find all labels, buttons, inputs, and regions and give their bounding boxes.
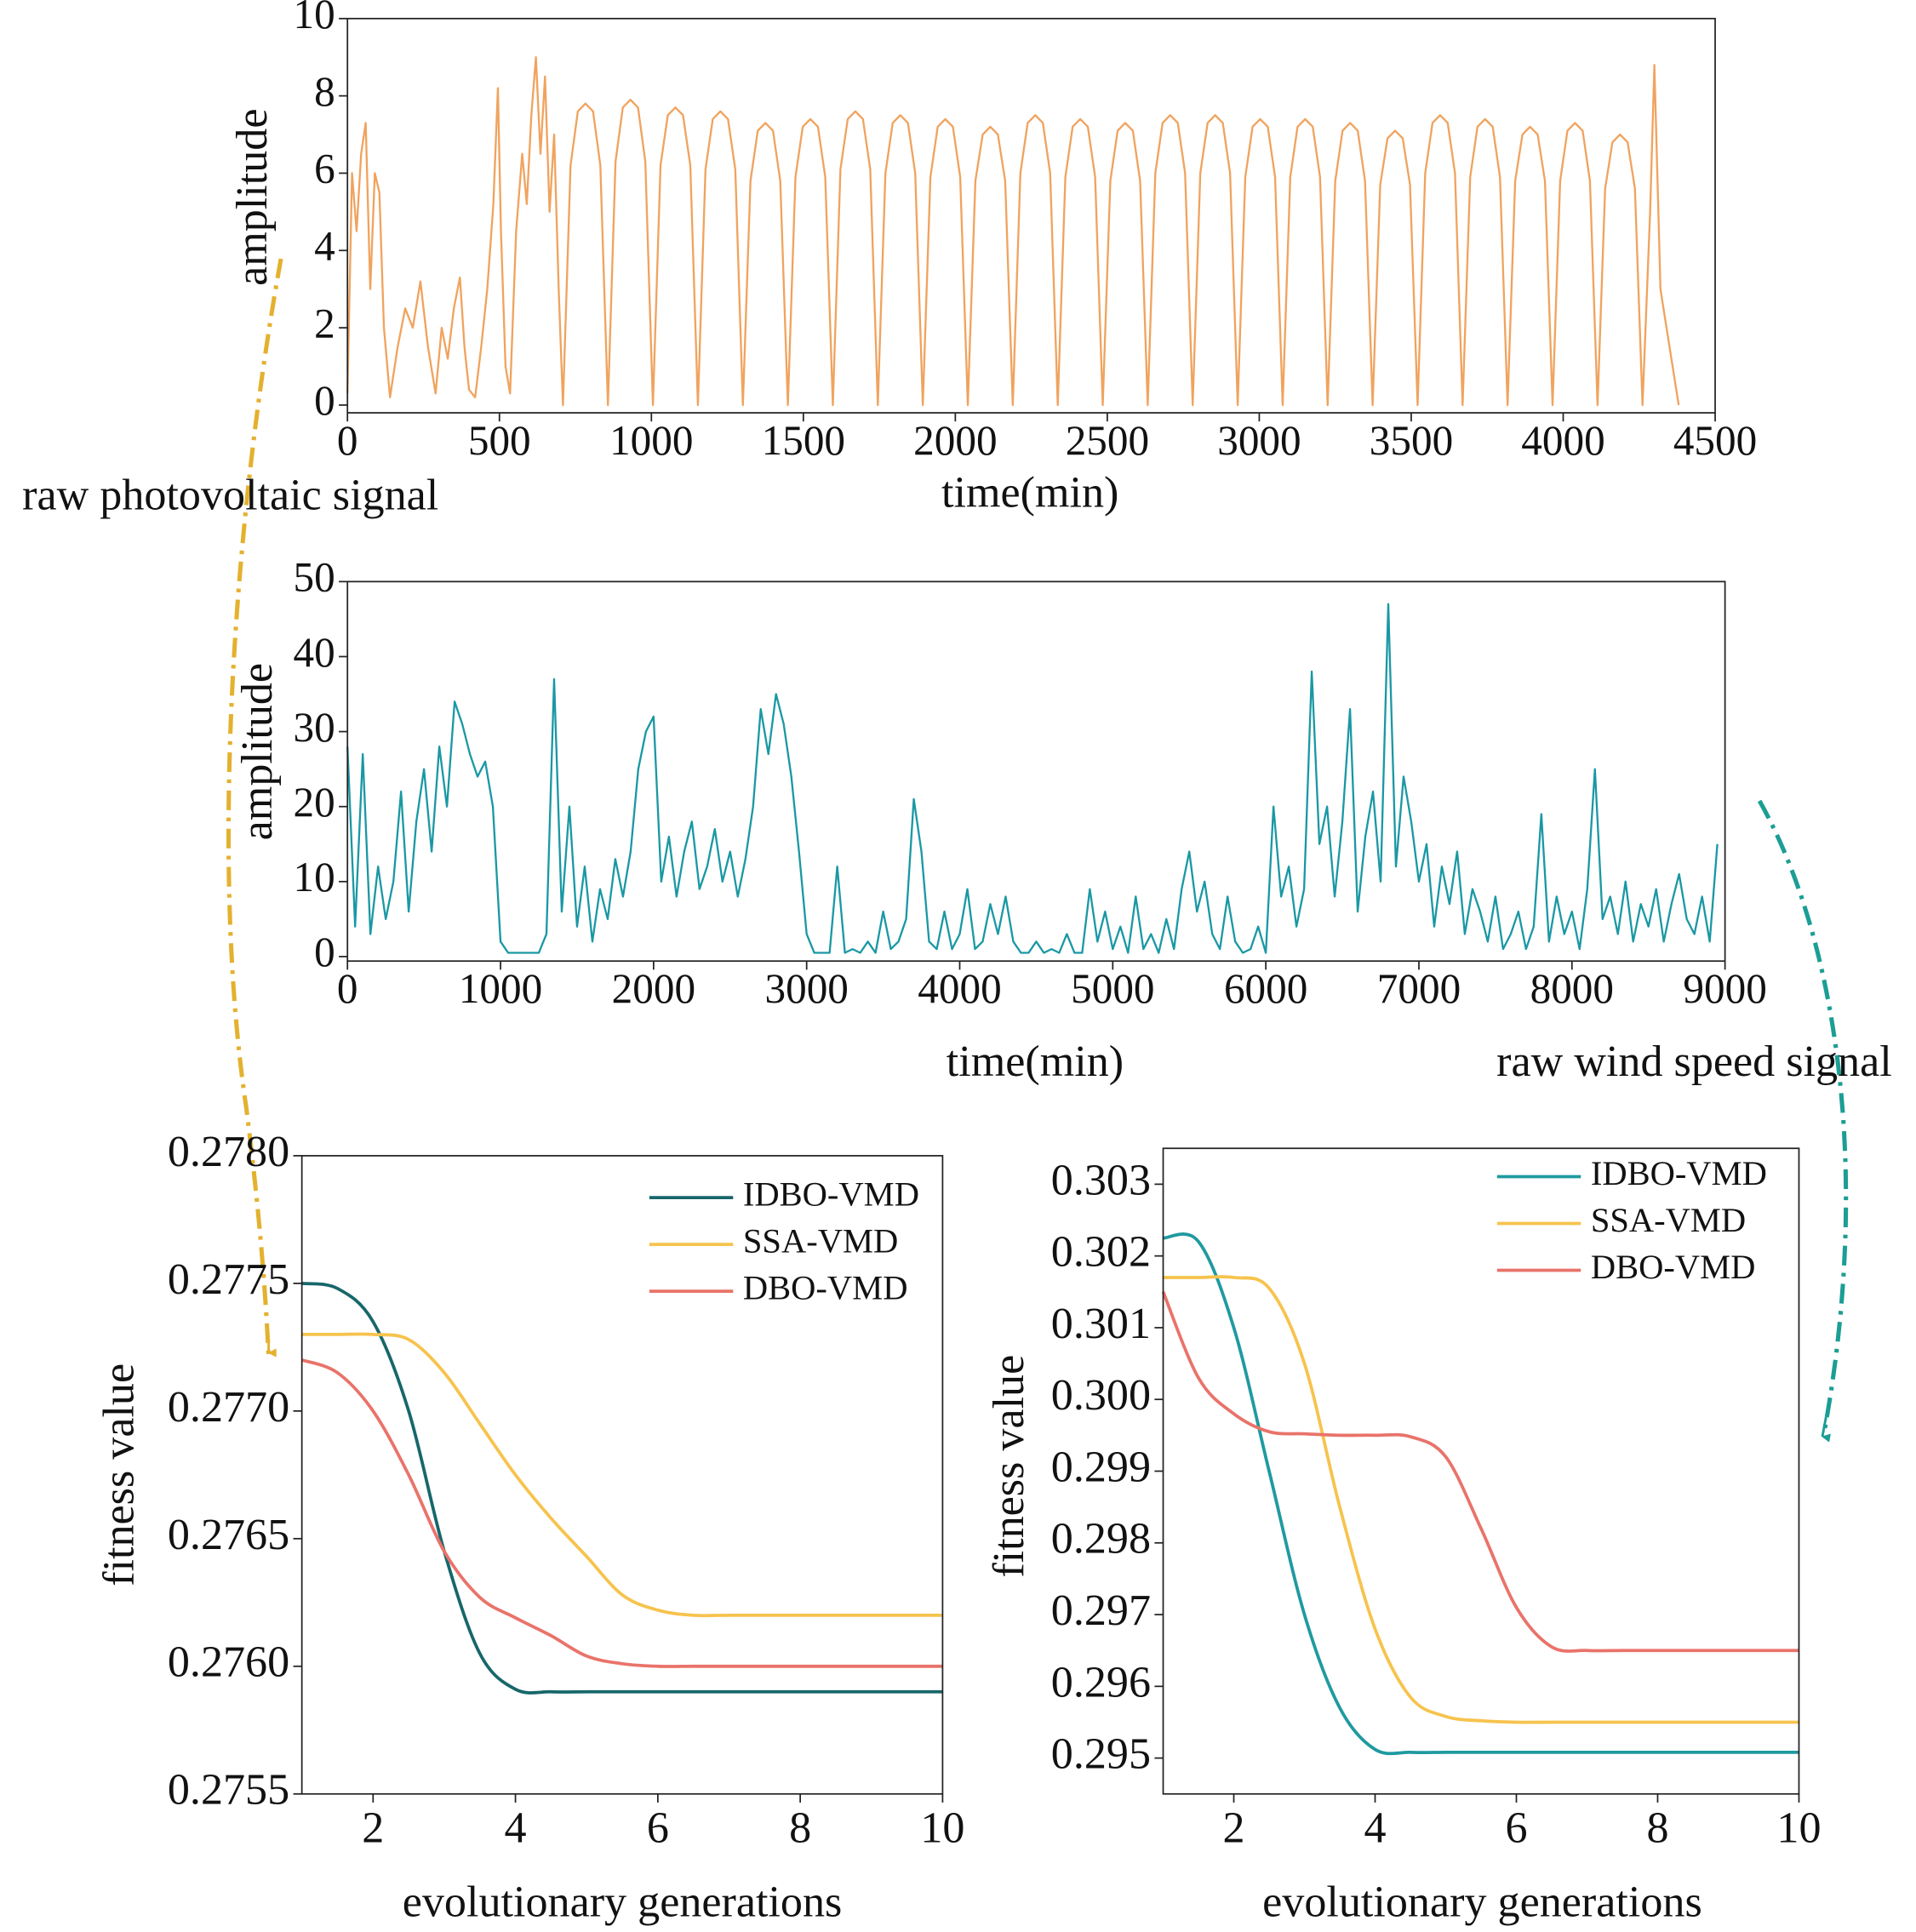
- y-tick-label: 10: [294, 0, 335, 37]
- annotation: raw photovoltaic signal: [22, 471, 438, 519]
- data-line: [301, 1358, 943, 1668]
- flow-arrow: [1757, 799, 1849, 1436]
- x-tick-label: 6: [647, 1804, 669, 1853]
- y-tick-label: 0.297: [1051, 1586, 1151, 1635]
- x-tick-label: 7000: [1377, 965, 1461, 1012]
- y-tick-label: 0.295: [1051, 1730, 1151, 1779]
- legend-label: SSA-VMD: [743, 1221, 898, 1260]
- x-axis-label: time(min): [941, 468, 1118, 517]
- flow-arrow: [226, 258, 283, 1356]
- x-tick-label: 4000: [1521, 417, 1604, 464]
- x-tick-label: 10: [920, 1804, 964, 1853]
- y-axis-label: fitness value: [985, 1355, 1033, 1578]
- x-tick-label: 2: [1222, 1804, 1244, 1853]
- y-tick-label: 0: [314, 377, 335, 424]
- x-tick-label: 2500: [1066, 417, 1149, 464]
- x-tick-label: 3000: [764, 965, 848, 1012]
- x-tick-label: 2000: [612, 965, 695, 1012]
- y-tick-label: 0.2760: [168, 1638, 289, 1687]
- legend-label: SSA-VMD: [1591, 1201, 1746, 1239]
- x-tick-label: 8000: [1530, 965, 1614, 1012]
- data-line: [1161, 1291, 1799, 1653]
- plot-frame: [346, 17, 1716, 414]
- y-tick-label: 2: [314, 300, 335, 346]
- y-tick-label: 0.2780: [168, 1128, 289, 1176]
- y-tick-label: 0.303: [1051, 1156, 1151, 1204]
- data-line: [346, 56, 1680, 407]
- y-tick-label: 0.2765: [168, 1511, 289, 1559]
- legend-label: DBO-VMD: [1591, 1248, 1756, 1286]
- x-tick-label: 8: [1646, 1804, 1668, 1853]
- y-axis-label: fitness value: [95, 1363, 144, 1586]
- x-tick-label: 2: [362, 1804, 384, 1853]
- x-tick-label: 3000: [1217, 417, 1301, 464]
- x-tick-label: 3500: [1370, 417, 1453, 464]
- x-tick-label: 0: [337, 965, 358, 1012]
- y-tick-label: 0.2775: [168, 1255, 289, 1304]
- x-tick-label: 0: [337, 417, 358, 464]
- x-axis-label: evolutionary generations: [1262, 1878, 1702, 1926]
- x-tick-label: 6000: [1224, 965, 1307, 1012]
- x-tick-label: 6: [1505, 1804, 1527, 1853]
- y-tick-label: 0.2770: [168, 1383, 289, 1432]
- x-tick-label: 1500: [762, 417, 845, 464]
- y-tick-label: 0.301: [1051, 1300, 1151, 1348]
- x-tick-label: 4000: [918, 965, 1001, 1012]
- x-tick-label: 10: [1776, 1804, 1821, 1853]
- y-tick-label: 0: [314, 929, 335, 975]
- plot-frame: [1162, 1147, 1800, 1795]
- y-tick-label: 30: [294, 704, 335, 751]
- y-axis-label: amplitude: [233, 663, 282, 840]
- annotation: raw wind speed signal: [1496, 1037, 1892, 1086]
- x-tick-label: 500: [468, 417, 531, 464]
- y-tick-label: 40: [294, 629, 335, 676]
- arrow-head: [1821, 1416, 1831, 1443]
- data-line: [301, 1282, 943, 1695]
- x-axis-label: evolutionary generations: [403, 1878, 843, 1926]
- y-tick-label: 0.302: [1051, 1228, 1151, 1277]
- x-tick-label: 4500: [1673, 417, 1757, 464]
- y-tick-label: 20: [294, 779, 335, 826]
- y-tick-label: 0.296: [1051, 1658, 1151, 1706]
- data-line: [301, 1332, 943, 1618]
- data-line: [346, 603, 1719, 954]
- data-line: [1163, 1232, 1799, 1756]
- legend-label: IDBO-VMD: [743, 1175, 919, 1213]
- y-tick-label: 0.300: [1051, 1371, 1151, 1420]
- x-tick-label: 4: [505, 1804, 527, 1853]
- data-line: [1163, 1275, 1799, 1724]
- legend-label: IDBO-VMD: [1591, 1154, 1767, 1192]
- x-axis-label: time(min): [947, 1037, 1124, 1086]
- y-tick-label: 8: [314, 68, 335, 115]
- y-tick-label: 10: [294, 854, 335, 900]
- legend-label: DBO-VMD: [743, 1268, 908, 1306]
- x-tick-label: 8: [789, 1804, 811, 1853]
- plot-frame: [300, 1155, 944, 1795]
- plot-frame: [346, 580, 1726, 963]
- x-tick-label: 1000: [609, 417, 693, 464]
- x-tick-label: 1000: [459, 965, 542, 1012]
- y-tick-label: 50: [294, 554, 335, 601]
- y-tick-label: 6: [314, 146, 335, 192]
- y-tick-label: 0.299: [1051, 1443, 1151, 1491]
- x-tick-label: 4: [1364, 1804, 1386, 1853]
- y-tick-label: 0.2755: [168, 1766, 289, 1815]
- y-axis-label: amplitude: [228, 109, 277, 286]
- x-tick-label: 2000: [913, 417, 997, 464]
- y-tick-label: 0.298: [1051, 1515, 1151, 1563]
- y-tick-label: 4: [314, 223, 335, 270]
- x-tick-label: 9000: [1683, 965, 1766, 1012]
- x-tick-label: 5000: [1071, 965, 1154, 1012]
